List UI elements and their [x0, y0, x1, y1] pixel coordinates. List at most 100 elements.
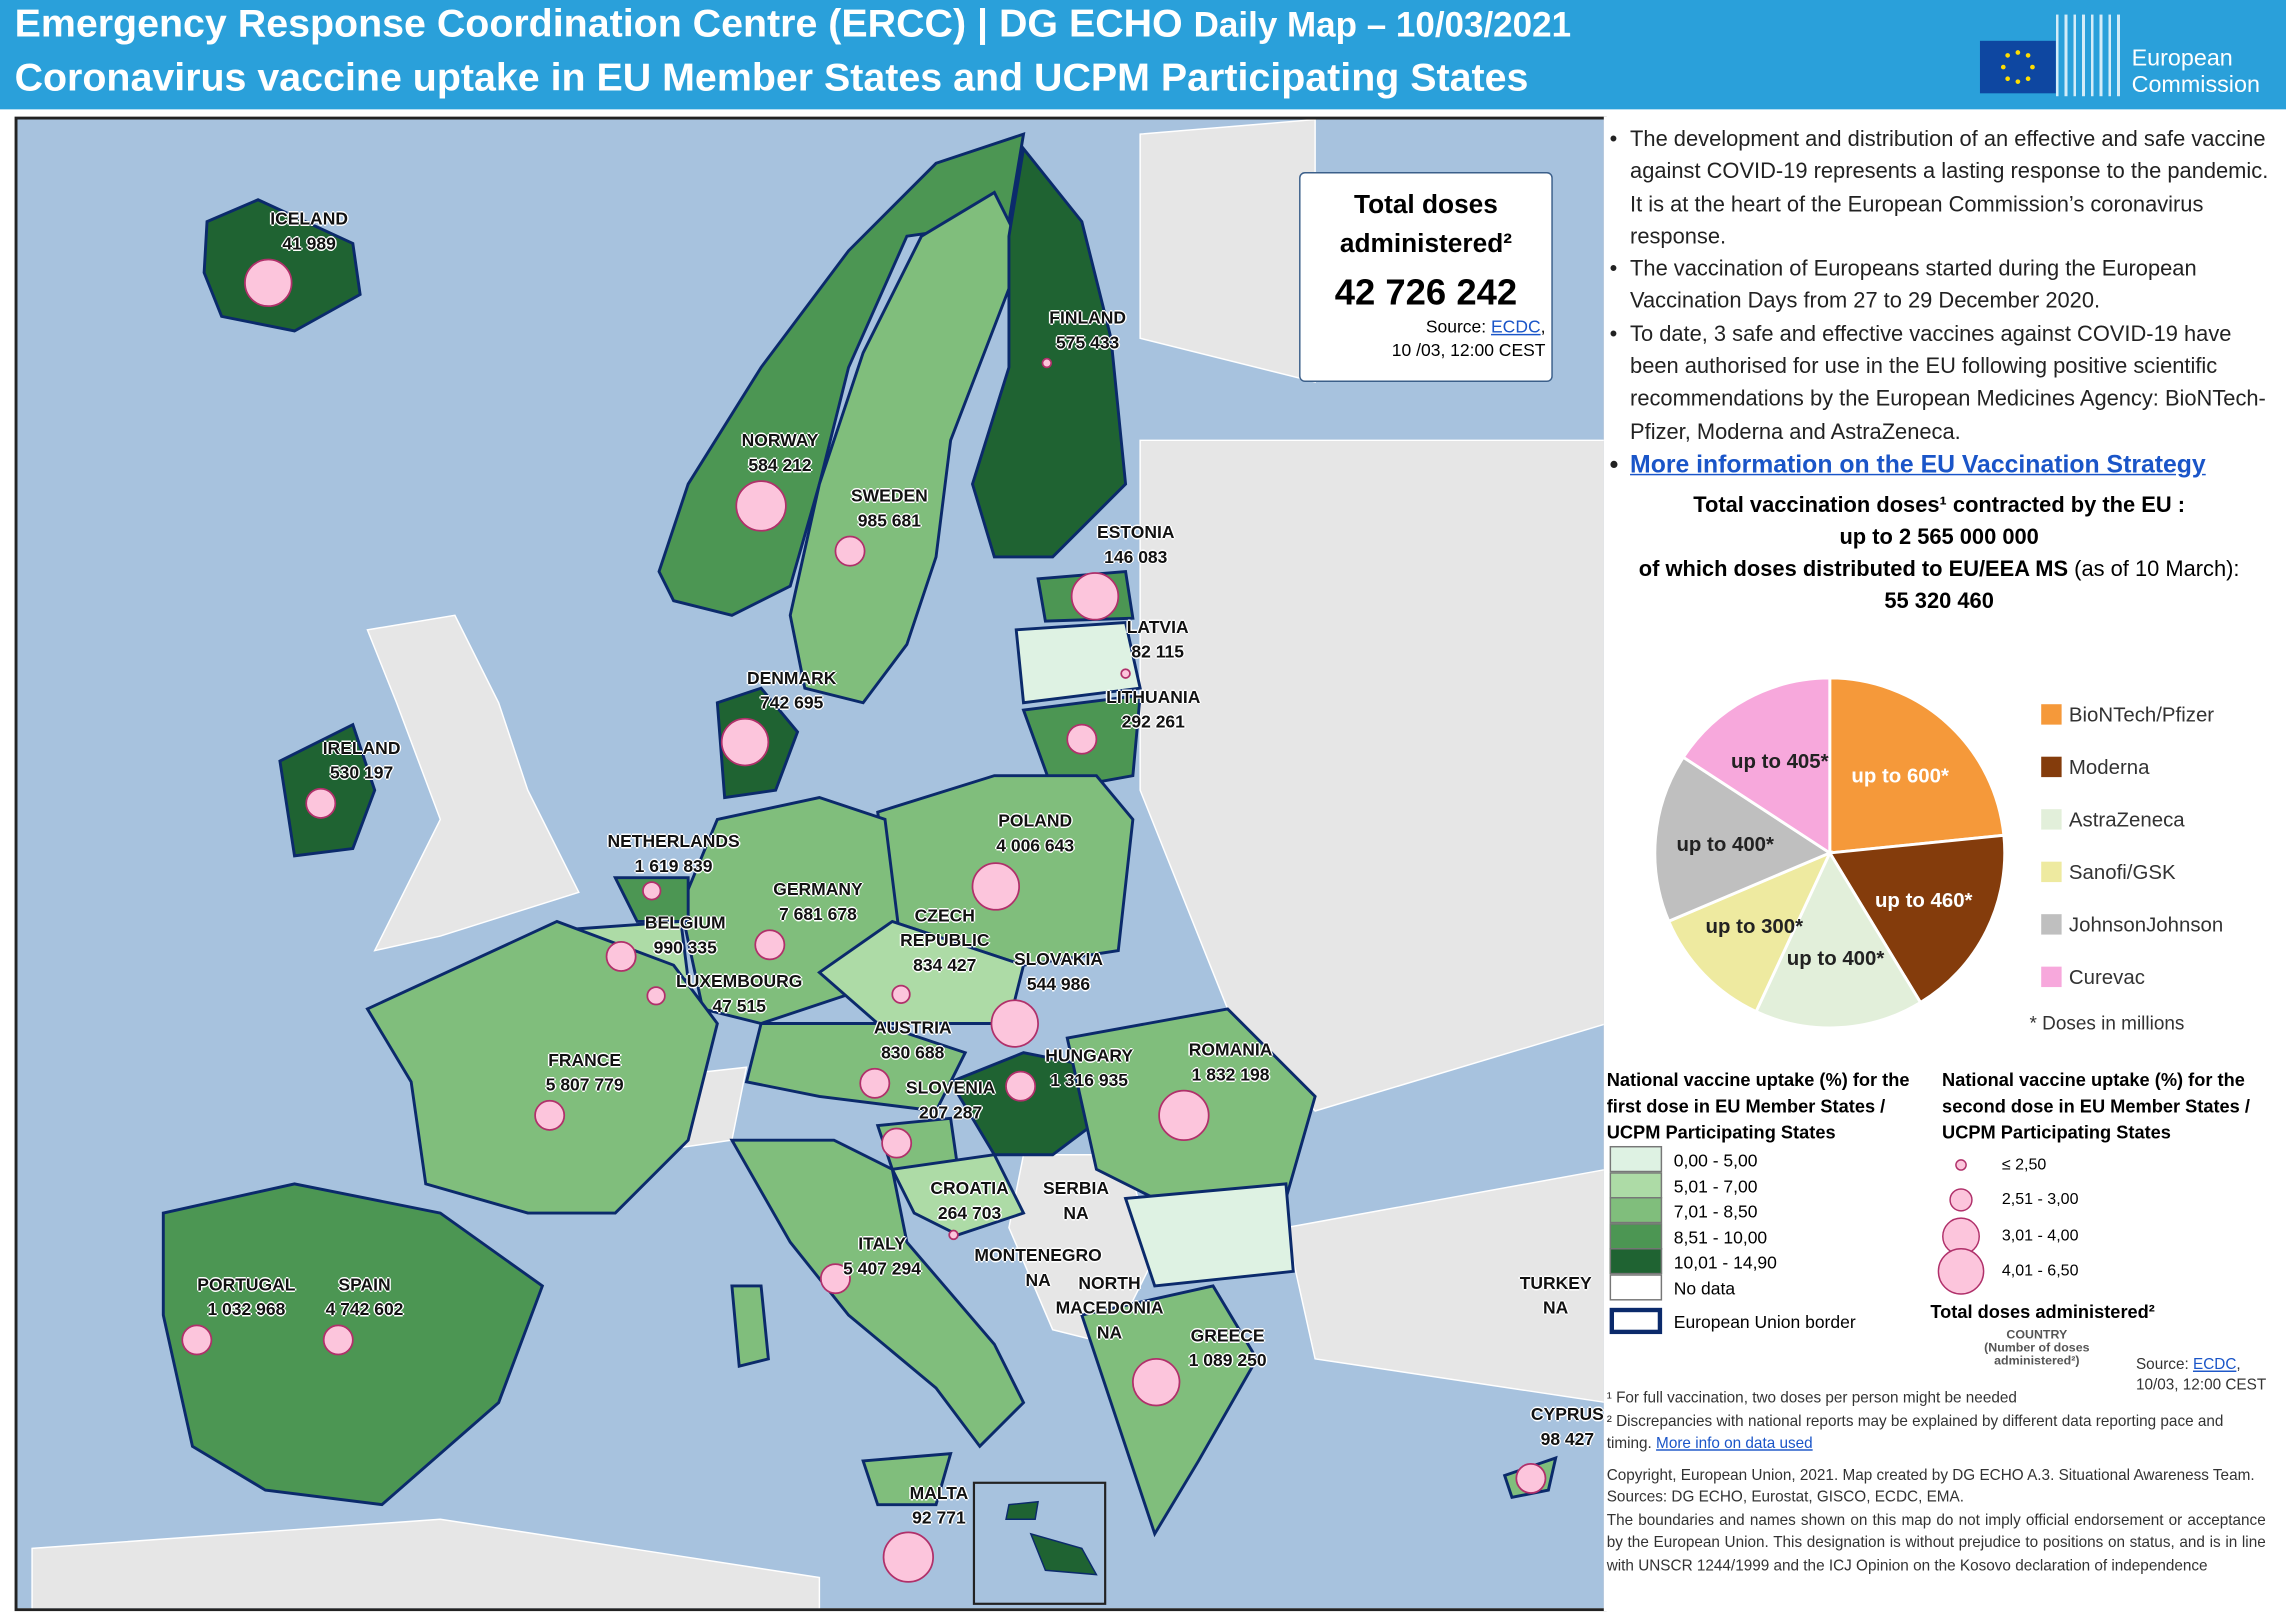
country-name: SWEDEN [850, 485, 928, 506]
country-doses: 7 681 678 [779, 903, 857, 925]
class-swatch [1609, 1273, 1663, 1300]
uptake-circle-malta[interactable] [882, 1531, 934, 1583]
eu-flag-icon [1979, 40, 2056, 94]
uptake-circle-slovakia[interactable] [990, 999, 1039, 1048]
country-doses: 584 212 [748, 454, 812, 476]
footnote-1: ¹ For full vaccination, two doses per pe… [1606, 1389, 2017, 1407]
uptake-circle-romania[interactable] [1158, 1089, 1210, 1142]
country-name: NORTH MACEDONIA [1055, 1272, 1164, 1319]
uptake-circle-austria[interactable] [859, 1067, 891, 1099]
country-name: BELGIUM [644, 912, 726, 934]
second-dose-legend-title: National vaccine uptake (%) for the seco… [1942, 1070, 2250, 1144]
country-doses: NA [1063, 1202, 1089, 1224]
uptake-circle-latvia[interactable] [1120, 668, 1131, 679]
country-name: ESTONIA [1097, 521, 1175, 543]
pie-slice-moderna [1827, 833, 2007, 1005]
eu-border-legend: European Union border [1609, 1307, 1856, 1335]
country-label-spain: SPAIN 4 742 602 [326, 1273, 404, 1323]
uptake-circle-cyprus[interactable] [1515, 1462, 1547, 1494]
uptake-circle-poland[interactable] [971, 862, 1021, 911]
class-swatch [1609, 1197, 1663, 1224]
logo-text-1: European [2131, 46, 2233, 72]
country-label-austria: AUSTRIA 830 688 [874, 1016, 952, 1066]
ecdc-link[interactable]: ECDC [1491, 316, 1541, 337]
class-label: 2,51 - 3,00 [2001, 1191, 2079, 1209]
uptake-circle-denmark[interactable] [720, 717, 770, 767]
uptake-circle-france[interactable] [534, 1099, 566, 1131]
contracted-label: Total vaccination doses¹ contracted by t… [1693, 493, 2186, 518]
country-label-malta: MALTA 92 771 [910, 1481, 969, 1531]
country-label-sweden: SWEDEN 985 681 [851, 484, 928, 534]
uptake-circle-germany[interactable] [754, 929, 786, 961]
country-doses: 1 316 935 [1050, 1070, 1129, 1091]
source-tail: , [2236, 1355, 2241, 1374]
pie-note: * Doses in millions [2029, 1011, 2185, 1034]
total-doses-source: Source: ECDC, 10 /03, 12:00 CEST [1301, 315, 1552, 362]
country-name: MALTA [909, 1482, 969, 1504]
class-swatch [1609, 1145, 1663, 1173]
total-doses-box: Total doses administered² 42 726 242 Sour… [1299, 172, 1553, 382]
uptake-circle-finland[interactable] [1041, 357, 1053, 369]
pie-label: up to 405* [1731, 751, 1829, 773]
second-dose-class: 4,01 - 6,50 [1937, 1248, 2079, 1295]
country-doses: 834 427 [913, 954, 977, 976]
uptake-circle-croatia[interactable] [948, 1229, 959, 1241]
uptake-circle-hungary[interactable] [1005, 1070, 1037, 1102]
country-label-italy: ITALY 5 407 294 [843, 1232, 921, 1282]
country-label-latvia: LATVIA 82 115 [1127, 615, 1189, 665]
source-label: Source: [1425, 316, 1492, 337]
class-circle [1949, 1188, 1973, 1212]
country-label-iceland: ICELAND 41 989 [270, 207, 348, 257]
country-doses: 5 807 779 [545, 1074, 624, 1095]
pie-slice-johnsonjohnson [1653, 755, 1833, 924]
pie-legend-item: JohnsonJohnson [2041, 913, 2223, 936]
uptake-circle-greece[interactable] [1131, 1357, 1181, 1407]
uptake-circle-czech-republic[interactable] [891, 984, 911, 1004]
uptake-circle-belgium[interactable] [605, 940, 637, 972]
uptake-circle-spain[interactable] [322, 1324, 354, 1356]
country-doses: 1 089 250 [1188, 1350, 1267, 1371]
country-name: NETHERLANDS [607, 831, 740, 852]
legend-country-label: COUNTRY [2006, 1326, 2068, 1342]
legend-ecdc-link[interactable]: ECDC [2192, 1355, 2237, 1374]
copyright: Copyright, European Union, 2021. Map cre… [1606, 1466, 2255, 1507]
country-name: TURKEY [1519, 1272, 1592, 1294]
uptake-circle-portugal[interactable] [181, 1324, 213, 1356]
country-name: CROATIA [930, 1178, 1009, 1199]
uptake-circle-italy[interactable] [819, 1263, 851, 1295]
uptake-circle-sweden[interactable] [834, 535, 866, 567]
pie-legend-item: Curevac [2041, 965, 2145, 989]
country-label-lithuania: LITHUANIA 292 261 [1106, 685, 1200, 735]
legend-label: BioNTech/Pfizer [2068, 702, 2215, 727]
pie-legend-item: BioNTech/Pfizer [2041, 703, 2214, 726]
country-label-turkey: TURKEY NA [1520, 1271, 1592, 1321]
total-doses-title-2: administered² [1339, 228, 1512, 259]
contracted-value: up to 2 565 000 000 [1839, 525, 2039, 551]
first-dose-legend-title: National vaccine uptake (%) for the firs… [1606, 1070, 1910, 1144]
country-doses: 544 986 [1026, 973, 1091, 995]
uptake-circle-ireland[interactable] [305, 787, 337, 819]
first-dose-class: No data [1609, 1273, 1735, 1300]
country-name: SLOVENIA [905, 1077, 996, 1098]
country-label-cyprus: CYPRUS 98 427 [1531, 1403, 1604, 1453]
country-doses: 575 433 [1056, 332, 1120, 353]
country-doses: 92 771 [912, 1507, 966, 1528]
uptake-circle-luxembourg[interactable] [646, 986, 666, 1006]
uptake-circle-estonia[interactable] [1070, 572, 1120, 621]
europe-map[interactable]: ICELAND 41 989 FINLAND 575 433 NORWAY 584 212… [14, 116, 1607, 1612]
pie-label: up to 400* [1787, 948, 1885, 970]
class-label: 10,01 - 14,90 [1673, 1252, 1777, 1273]
uptake-circle-slovenia[interactable] [881, 1127, 913, 1159]
header-subtitle: Coronavirus vaccine uptake in EU Member … [14, 55, 1529, 100]
country-name: PORTUGAL [197, 1274, 296, 1295]
second-dose-class: ≤ 2,50 [1938, 1156, 2046, 1174]
uptake-circle-netherlands[interactable] [642, 881, 662, 901]
uptake-circle-norway[interactable] [735, 480, 787, 532]
footnote-2: ² Discrepancies with national reports ma… [1607, 1411, 2266, 1456]
uptake-circle-lithuania[interactable] [1066, 723, 1098, 755]
second-dose-class: 2,51 - 3,00 [1938, 1188, 2079, 1212]
data-info-link[interactable]: More info on data used [1656, 1434, 1813, 1453]
uptake-circle-iceland[interactable] [244, 258, 293, 308]
vaccination-strategy-link[interactable]: More information on the EU Vaccination S… [1630, 450, 2206, 479]
country-name: CZECH REPUBLIC [900, 905, 990, 951]
